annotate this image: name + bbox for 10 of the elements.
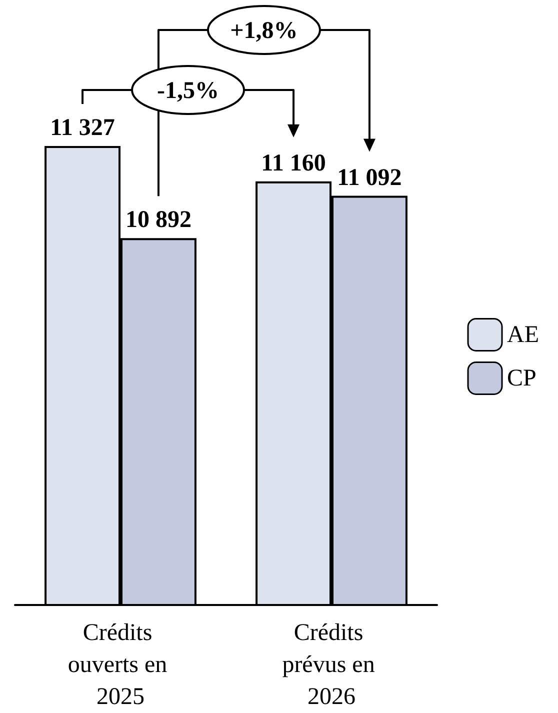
- data-label: 11 327: [50, 115, 115, 141]
- data-label: 10 892: [125, 207, 192, 234]
- x-tick-label: Crédits ouverts en 2025: [68, 620, 174, 710]
- data-label: 11 092: [337, 164, 402, 191]
- data-label: 11 160: [261, 150, 326, 176]
- text: +1,8%: [230, 18, 298, 44]
- x-tick-label: Crédits prévus en 2026: [282, 620, 381, 710]
- legend-label: CP: [507, 365, 536, 392]
- legend-label: AE: [507, 322, 540, 348]
- text: -1,5%: [157, 78, 220, 104]
